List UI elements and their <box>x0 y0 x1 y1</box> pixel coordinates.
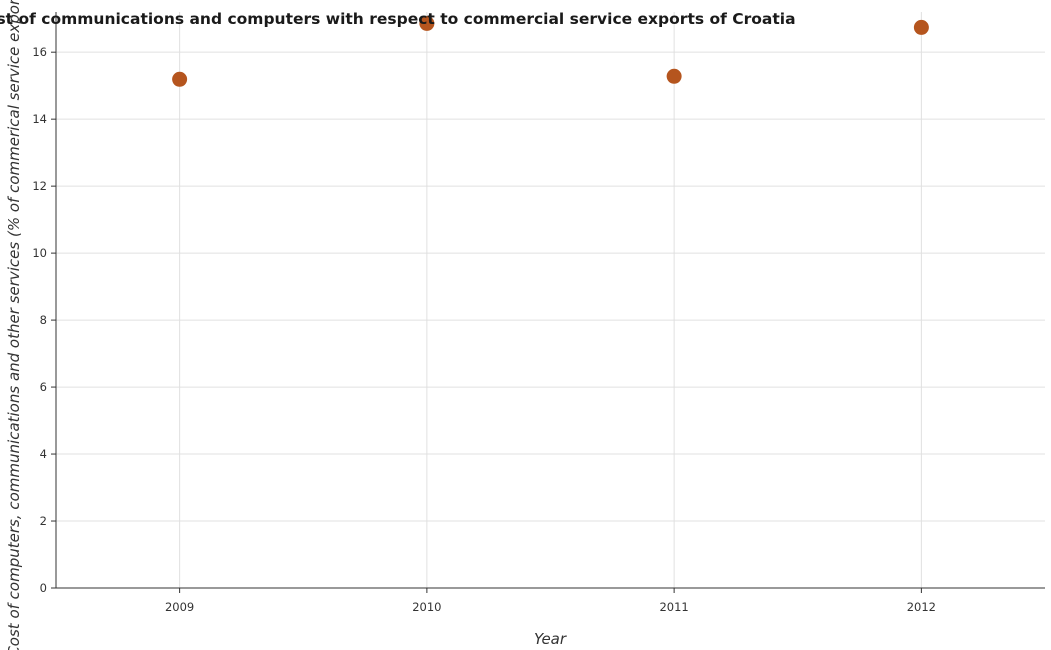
x-axis-label: Year <box>534 630 567 648</box>
y-tick-label: 6 <box>40 380 47 394</box>
grid-lines <box>56 12 1045 589</box>
data-points <box>172 15 929 87</box>
x-tick-label: 2010 <box>412 600 441 614</box>
data-point <box>913 19 929 35</box>
y-tick-label: 4 <box>40 447 47 461</box>
y-tick-label: 16 <box>32 45 47 59</box>
data-point <box>666 68 682 84</box>
data-point <box>419 15 435 31</box>
y-tick-label: 10 <box>32 246 47 260</box>
chart-title: Cost of communications and computers wit… <box>0 10 796 28</box>
y-tick-label: 2 <box>40 514 47 528</box>
x-tick-label: 2012 <box>907 600 936 614</box>
x-ticks: 2009 2010 2011 2012 <box>165 588 936 614</box>
y-axis-label: Cost of computers, communications and ot… <box>5 0 23 650</box>
data-point <box>172 71 188 87</box>
y-ticks: 0 2 4 6 8 10 12 14 16 <box>32 45 56 595</box>
x-tick-label: 2011 <box>659 600 688 614</box>
x-tick-label: 2009 <box>165 600 194 614</box>
y-tick-label: 0 <box>40 581 47 595</box>
y-tick-label: 8 <box>40 313 47 327</box>
y-tick-label: 14 <box>32 112 47 126</box>
y-tick-label: 12 <box>32 179 47 193</box>
